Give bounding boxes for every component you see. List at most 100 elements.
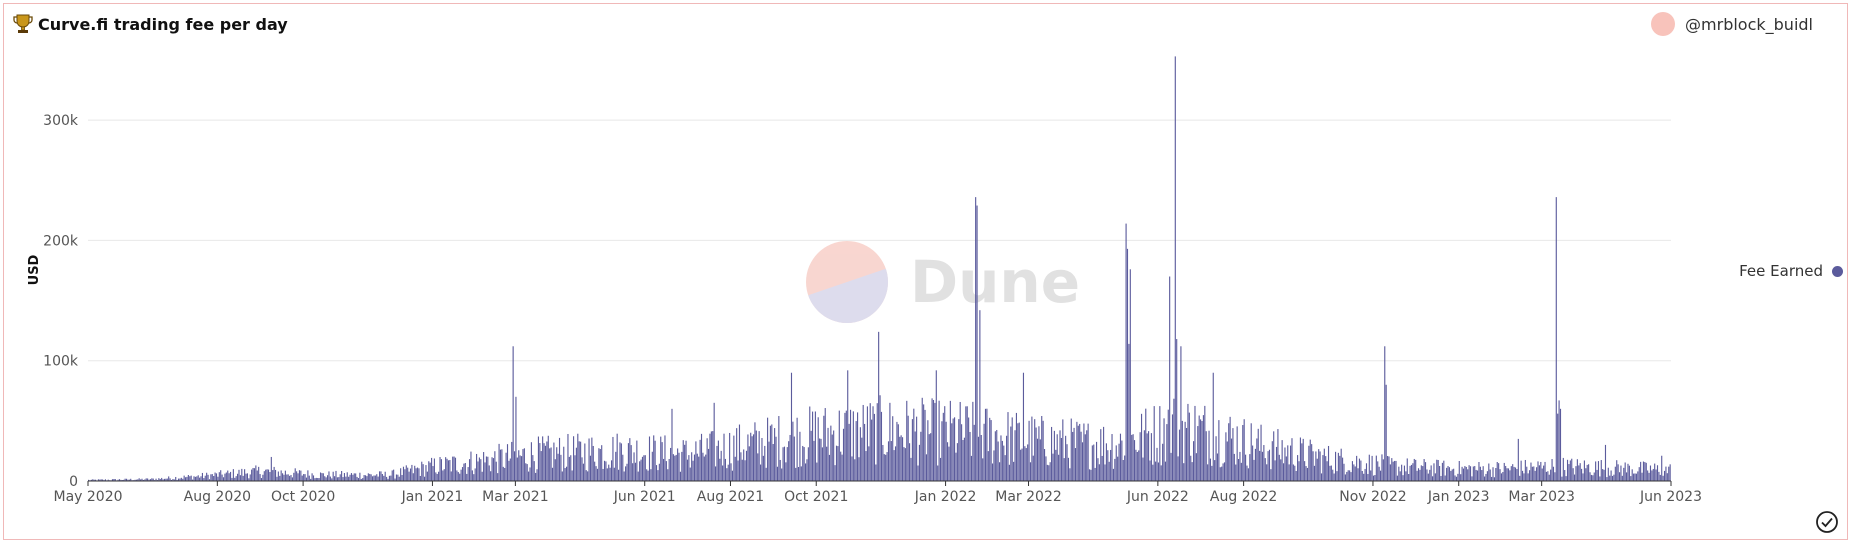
bar: [880, 411, 883, 481]
bar: [626, 463, 628, 481]
bar: [499, 449, 502, 481]
bar: [225, 472, 227, 481]
bar: [137, 479, 139, 481]
bar: [1482, 466, 1484, 481]
bar: [1291, 438, 1293, 481]
bar: [1455, 476, 1458, 481]
bar: [468, 459, 471, 481]
bar: [1457, 473, 1459, 481]
bar: [1205, 431, 1207, 481]
bar: [1135, 449, 1137, 481]
bar: [715, 466, 717, 481]
bar: [1316, 458, 1318, 481]
bar: [1334, 451, 1337, 481]
bar: [571, 470, 573, 481]
bar: [1306, 467, 1309, 481]
legend[interactable]: Fee Earned: [1739, 262, 1843, 280]
bar: [1523, 473, 1525, 481]
bar: [506, 444, 509, 481]
bar: [324, 476, 326, 481]
bar: [1343, 463, 1345, 481]
bar: [478, 457, 480, 481]
bar: [1606, 477, 1608, 481]
bar: [1128, 343, 1130, 481]
bar: [1505, 465, 1507, 481]
bar: [667, 469, 669, 481]
bar: [702, 452, 704, 481]
bar: [1028, 420, 1030, 481]
bar: [1187, 403, 1189, 481]
bar: [88, 479, 90, 481]
bar: [161, 477, 163, 481]
bar: [654, 440, 656, 481]
bar: [1131, 434, 1133, 481]
bar: [688, 455, 690, 481]
bar: [573, 436, 575, 481]
bar: [1357, 468, 1359, 481]
bar: [238, 469, 240, 481]
bar: [1059, 430, 1061, 481]
bar: [1507, 468, 1510, 481]
bar: [1395, 460, 1397, 481]
bar: [1342, 457, 1344, 481]
bar: [454, 457, 457, 481]
bar: [530, 442, 532, 481]
bar: [606, 468, 608, 481]
bar: [310, 478, 312, 481]
x-tick-label: Mar 2021: [482, 489, 549, 505]
bar: [213, 476, 215, 481]
bar: [1631, 469, 1633, 481]
bar: [816, 462, 818, 481]
bar: [128, 479, 130, 481]
bar: [847, 370, 849, 481]
bar: [938, 400, 940, 481]
bar: [615, 451, 617, 481]
bar: [1365, 463, 1368, 481]
bar: [111, 479, 114, 481]
bar: [1396, 475, 1398, 481]
bar: [1207, 464, 1209, 481]
bar: [1322, 455, 1324, 481]
bar: [1107, 450, 1109, 481]
bar: [570, 455, 572, 481]
bar: [643, 455, 645, 481]
bar: [1181, 420, 1183, 481]
bar: [436, 473, 438, 481]
bar: [675, 454, 677, 481]
bar: [305, 477, 308, 481]
bar: [724, 458, 726, 481]
bar: [92, 479, 94, 481]
bar: [886, 452, 888, 481]
bar: [114, 479, 116, 481]
bar: [528, 471, 530, 481]
bar: [619, 442, 621, 481]
bar: [204, 475, 206, 481]
bar: [859, 427, 861, 481]
bar: [917, 465, 919, 481]
author-link[interactable]: @mrblock_buidl: [1651, 12, 1813, 36]
bar: [177, 478, 180, 481]
bar: [754, 422, 756, 481]
bar: [911, 419, 913, 481]
bar: [730, 463, 732, 481]
bar: [294, 468, 296, 481]
bar: [1312, 451, 1314, 481]
bar: [1309, 439, 1311, 481]
bar: [1351, 461, 1353, 481]
bar: [584, 443, 586, 481]
bar: [1648, 472, 1650, 481]
bar: [1654, 463, 1656, 481]
bar: [279, 475, 281, 481]
bar: [890, 441, 892, 481]
bar: [124, 478, 126, 481]
bar: [613, 467, 615, 481]
bar: [467, 467, 469, 481]
check-circle-icon[interactable]: [1815, 510, 1839, 534]
bar: [1284, 447, 1286, 481]
bar: [713, 402, 715, 481]
bar: [1583, 460, 1585, 481]
bar: [996, 429, 998, 481]
bar: [1427, 473, 1429, 481]
bar: [1403, 465, 1406, 481]
bar: [1245, 454, 1247, 481]
